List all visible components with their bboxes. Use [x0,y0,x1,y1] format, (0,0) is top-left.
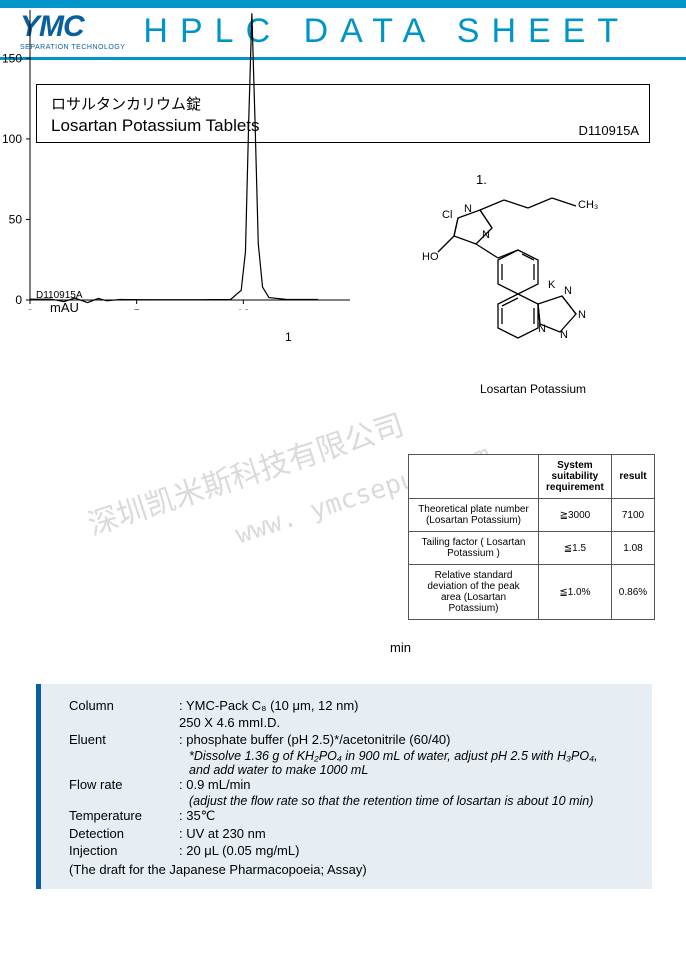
result-value: 0.86% [611,565,654,620]
atom-n5: N [560,329,568,341]
table-row: Tailing factor ( Losartan Potassium )≦1.… [409,532,655,565]
watermark-cn: 深圳凯米斯科技有限公司 [81,400,408,544]
document-id: D110915A [579,123,639,138]
atom-k: K [548,279,556,291]
peak-label: 1 [285,330,292,344]
result-requirement: ≧3000 [539,499,612,532]
result-value: 7100 [611,499,654,532]
result-name: Tailing factor ( Losartan Potassium ) [409,532,539,565]
result-requirement: ≦1.0% [539,565,612,620]
result-name: Relative standard deviation of the peak … [409,565,539,620]
table-header-row: System suitability requirement result [409,455,655,499]
flowrate-label: Flow rate [69,777,179,792]
chart-code: D110915A [36,290,83,301]
structure-caption: Losartan Potassium [480,382,586,396]
eluent-value: : phosphate buffer (pH 2.5)*/acetonitril… [179,732,646,747]
th-requirement: System suitability requirement [539,455,612,499]
table-row: Theoretical plate number (Losartan Potas… [409,499,655,532]
detection-label: Detection [69,826,179,841]
th-result: result [611,455,654,499]
eluent-note-2: and add water to make 1000 mL [189,763,646,777]
eluent-label: Eluent [69,732,179,747]
column-value-1: : YMC-Pack C₈ (10 μm, 12 nm) [179,698,646,713]
flowrate-note: (adjust the flow rate so that the retent… [189,794,646,808]
column-label: Column [69,698,179,713]
column-value-2: 250 X 4.6 mmI.D. [179,715,646,730]
result-value: 1.08 [611,532,654,565]
parameters-panel: Column : YMC-Pack C₈ (10 μm, 12 nm) 250 … [36,684,652,889]
result-name: Theoretical plate number (Losartan Potas… [409,499,539,532]
injection-label: Injection [69,843,179,858]
pharmacopoeia-note: (The draft for the Japanese Pharmacopoei… [69,862,646,877]
flowrate-value: : 0.9 mL/min [179,777,646,792]
atom-n4: N [578,309,586,321]
chromatogram: 0 50 100 150 0 5 10 D110915A [0,0,360,310]
svg-text:5: 5 [133,307,140,310]
temperature-label: Temperature [69,808,179,824]
result-requirement: ≦1.5 [539,532,612,565]
atom-ho: HO [422,251,439,263]
svg-text:100: 100 [2,132,22,146]
detection-value: : UV at 230 nm [179,826,646,841]
table-row: Relative standard deviation of the peak … [409,565,655,620]
svg-text:150: 150 [2,51,22,65]
atom-n6: N [538,323,546,335]
eluent-note-1: *Dissolve 1.36 g of KH₂PO₄ in 900 mL of … [189,749,646,763]
svg-text:10: 10 [237,307,251,310]
atom-n1: N [464,203,472,215]
x-axis-unit: min [390,640,411,655]
svg-text:50: 50 [9,212,23,226]
atom-cl: Cl [442,209,452,221]
atom-n3: N [564,285,572,297]
results-table: System suitability requirement result Th… [408,454,655,620]
svg-text:0: 0 [15,293,22,307]
atom-ch3: CH₃ [578,199,598,211]
svg-text:0: 0 [27,307,34,310]
chemical-structure: Cl HO CH₃ K N N N N N N [418,180,638,380]
th-blank [409,455,539,499]
injection-value: : 20 μL (0.05 mg/mL) [179,843,646,858]
temperature-value: : 35℃ [179,808,646,824]
atom-n2: N [482,229,490,241]
